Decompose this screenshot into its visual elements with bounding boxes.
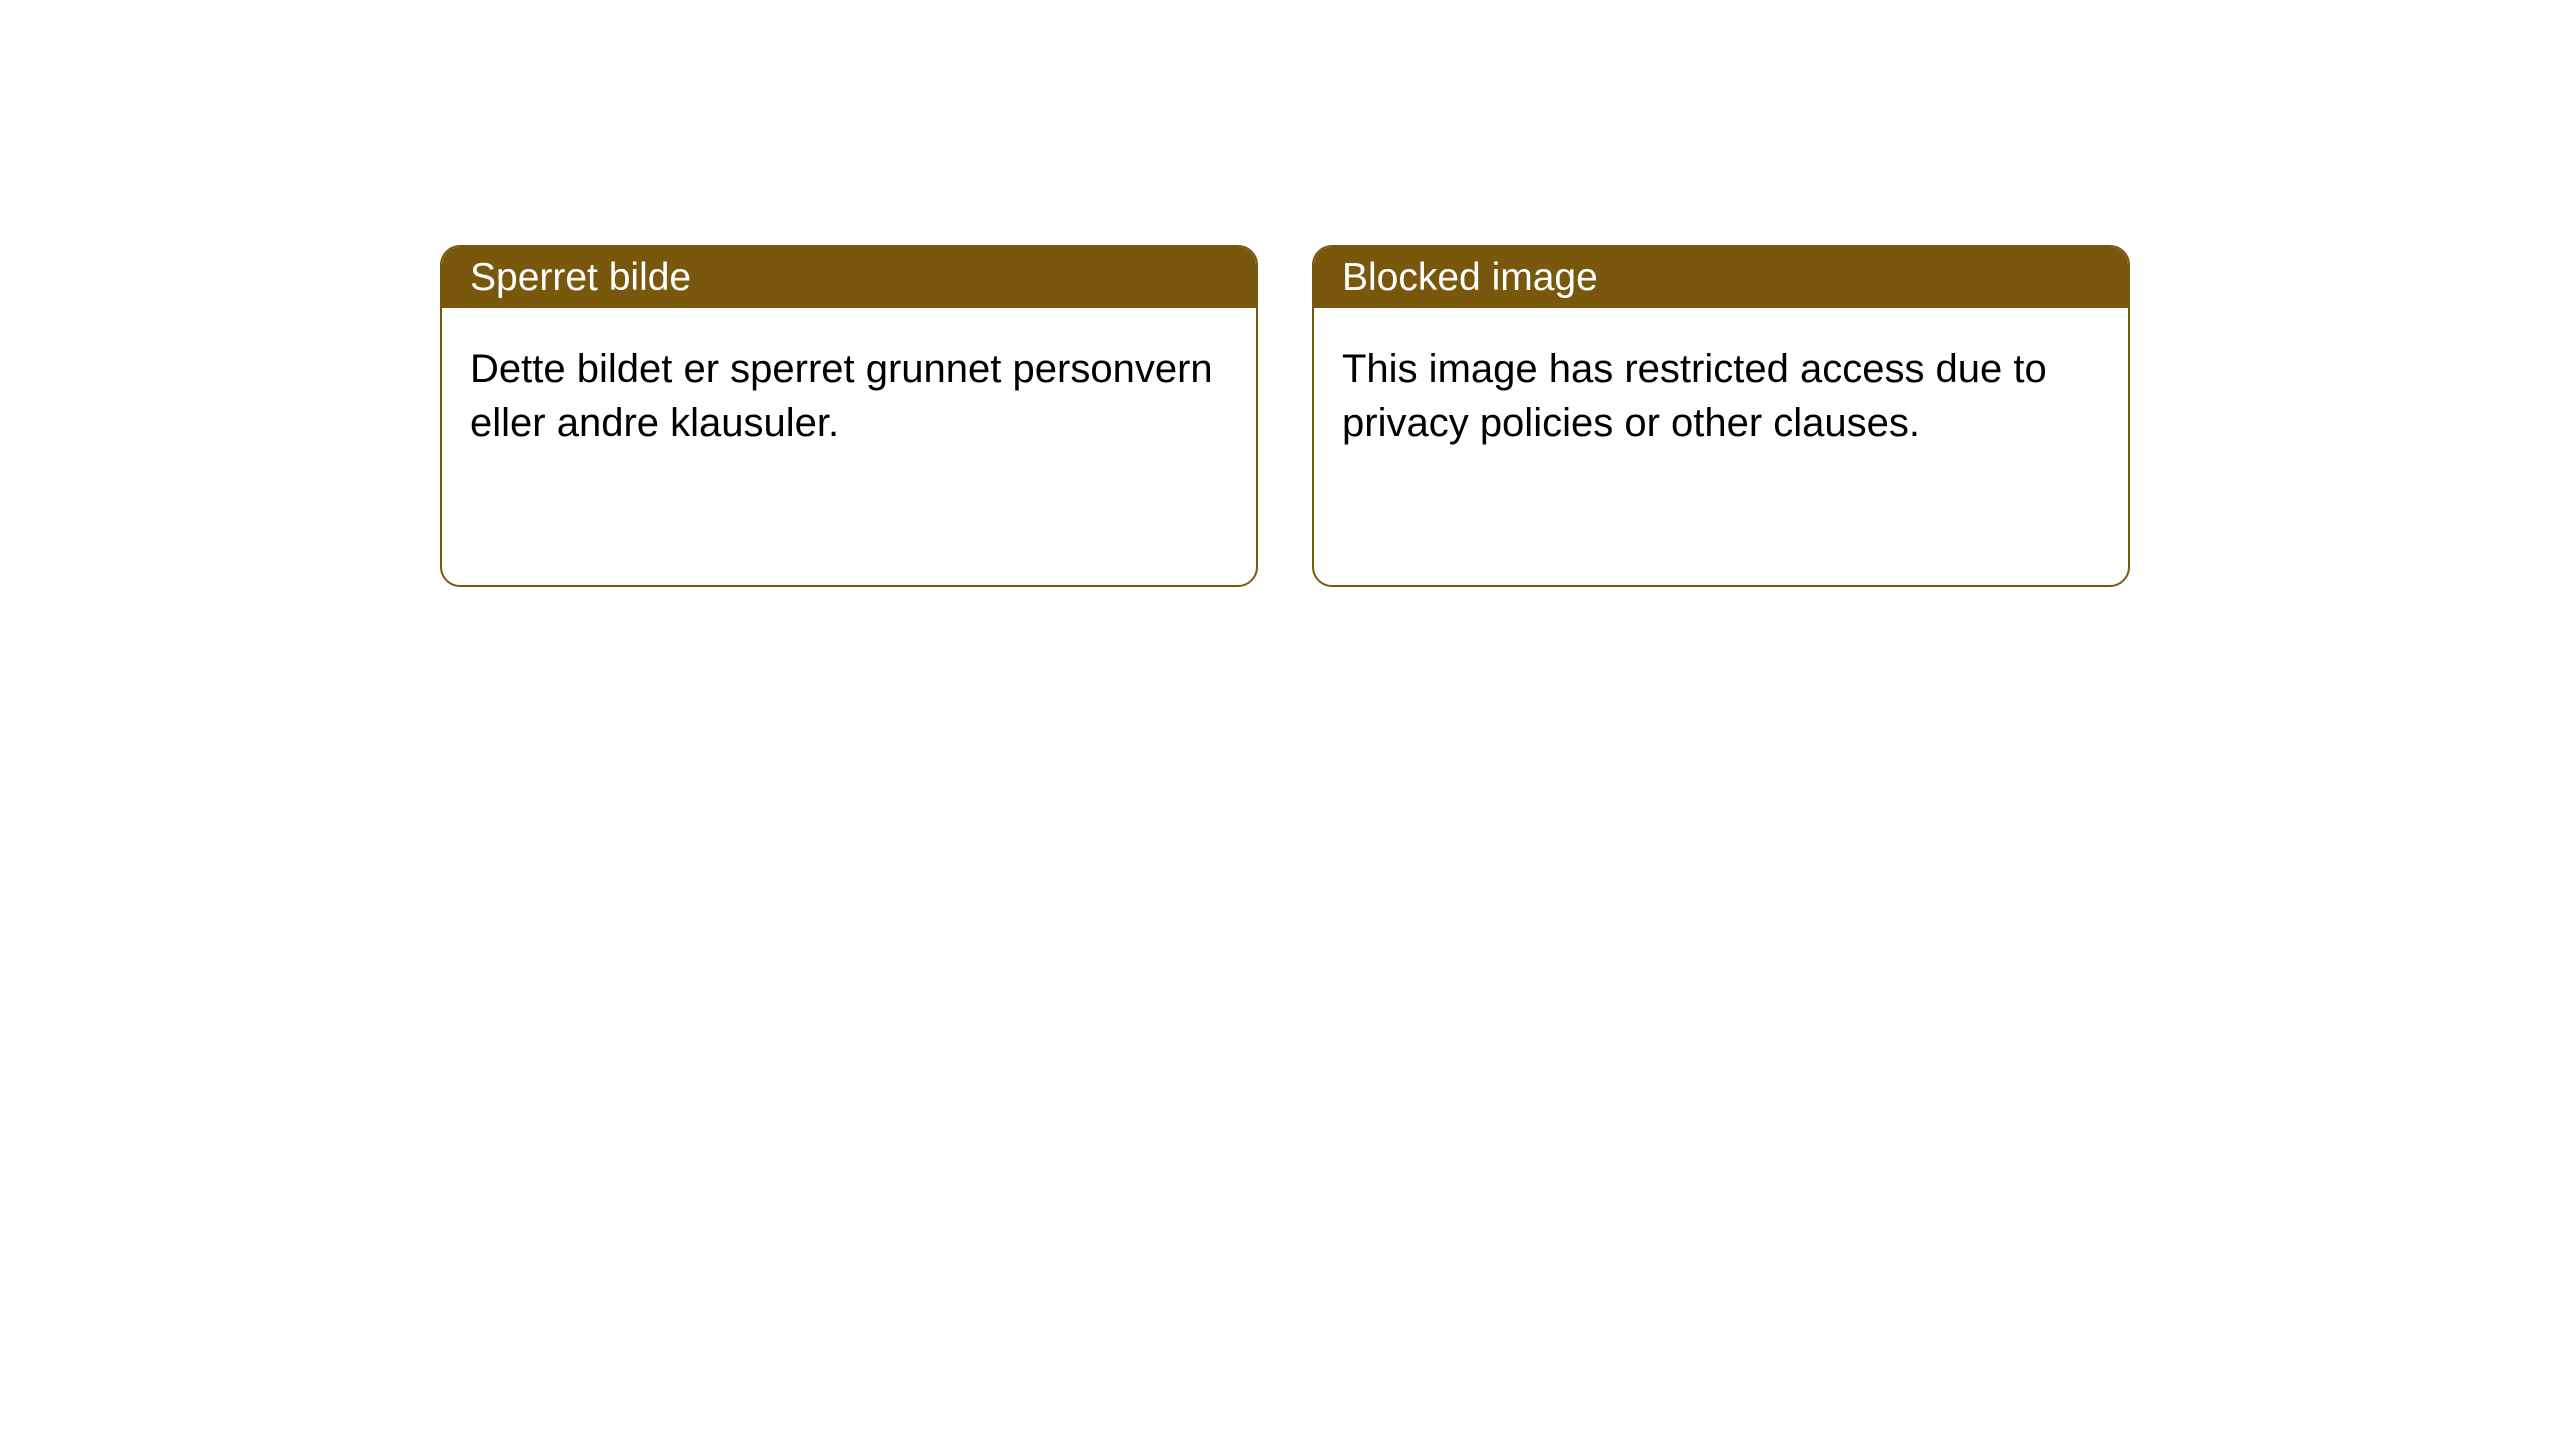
notice-title-english: Blocked image	[1342, 256, 1598, 300]
notice-card-english: Blocked image This image has restricted …	[1312, 245, 2130, 587]
notice-body-english: This image has restricted access due to …	[1314, 308, 2128, 484]
notice-header-norwegian: Sperret bilde	[442, 247, 1256, 308]
notice-header-english: Blocked image	[1314, 247, 2128, 308]
notice-message-english: This image has restricted access due to …	[1342, 347, 2047, 445]
notice-title-norwegian: Sperret bilde	[470, 256, 691, 300]
notice-message-norwegian: Dette bildet er sperret grunnet personve…	[470, 347, 1213, 445]
notice-body-norwegian: Dette bildet er sperret grunnet personve…	[442, 308, 1256, 484]
notice-container: Sperret bilde Dette bildet er sperret gr…	[0, 0, 2560, 587]
notice-card-norwegian: Sperret bilde Dette bildet er sperret gr…	[440, 245, 1258, 587]
